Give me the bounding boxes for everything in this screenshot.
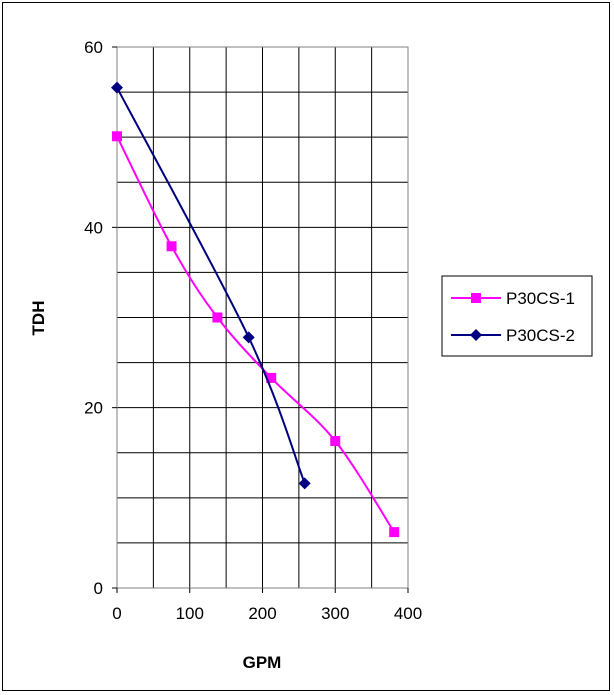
grid-lines — [117, 47, 408, 588]
x-tick-label: 400 — [394, 604, 422, 623]
x-tick-label: 0 — [112, 604, 121, 623]
data-point — [298, 477, 311, 490]
legend-entry: P30CS-2 — [451, 326, 575, 345]
tick-labels: 0 100 200 300 400 0 20 40 60 — [84, 38, 422, 623]
legend-box — [441, 275, 593, 357]
x-tick-label: 300 — [321, 604, 349, 623]
legend-label: P30CS-2 — [506, 326, 575, 345]
data-point — [242, 331, 255, 344]
series-P30CS-1 — [112, 131, 400, 538]
y-tick-label: 40 — [84, 218, 103, 237]
series-line — [116, 135, 396, 533]
legend-marker — [470, 329, 482, 341]
legend-entry: P30CS-1 — [451, 289, 575, 308]
series-line — [116, 87, 306, 484]
legend-label: P30CS-1 — [506, 289, 575, 308]
y-tick-label: 0 — [94, 579, 103, 598]
y-axis-title: TDH — [29, 301, 48, 336]
series-P30CS-2 — [111, 81, 311, 490]
x-axis-title: GPM — [243, 653, 282, 672]
data-point — [266, 372, 277, 383]
data-point — [111, 81, 123, 94]
series-layer — [111, 81, 400, 538]
data-point — [212, 312, 223, 323]
legend: P30CS-1 P30CS-2 — [441, 275, 593, 357]
data-point — [166, 241, 177, 252]
data-point — [112, 131, 122, 142]
x-tick-label: 200 — [248, 604, 276, 623]
legend-marker — [471, 293, 481, 303]
x-tick-label: 100 — [176, 604, 204, 623]
y-tick-label: 60 — [84, 38, 103, 57]
data-point — [330, 436, 341, 447]
y-tick-label: 20 — [84, 399, 103, 418]
data-point — [389, 527, 400, 538]
